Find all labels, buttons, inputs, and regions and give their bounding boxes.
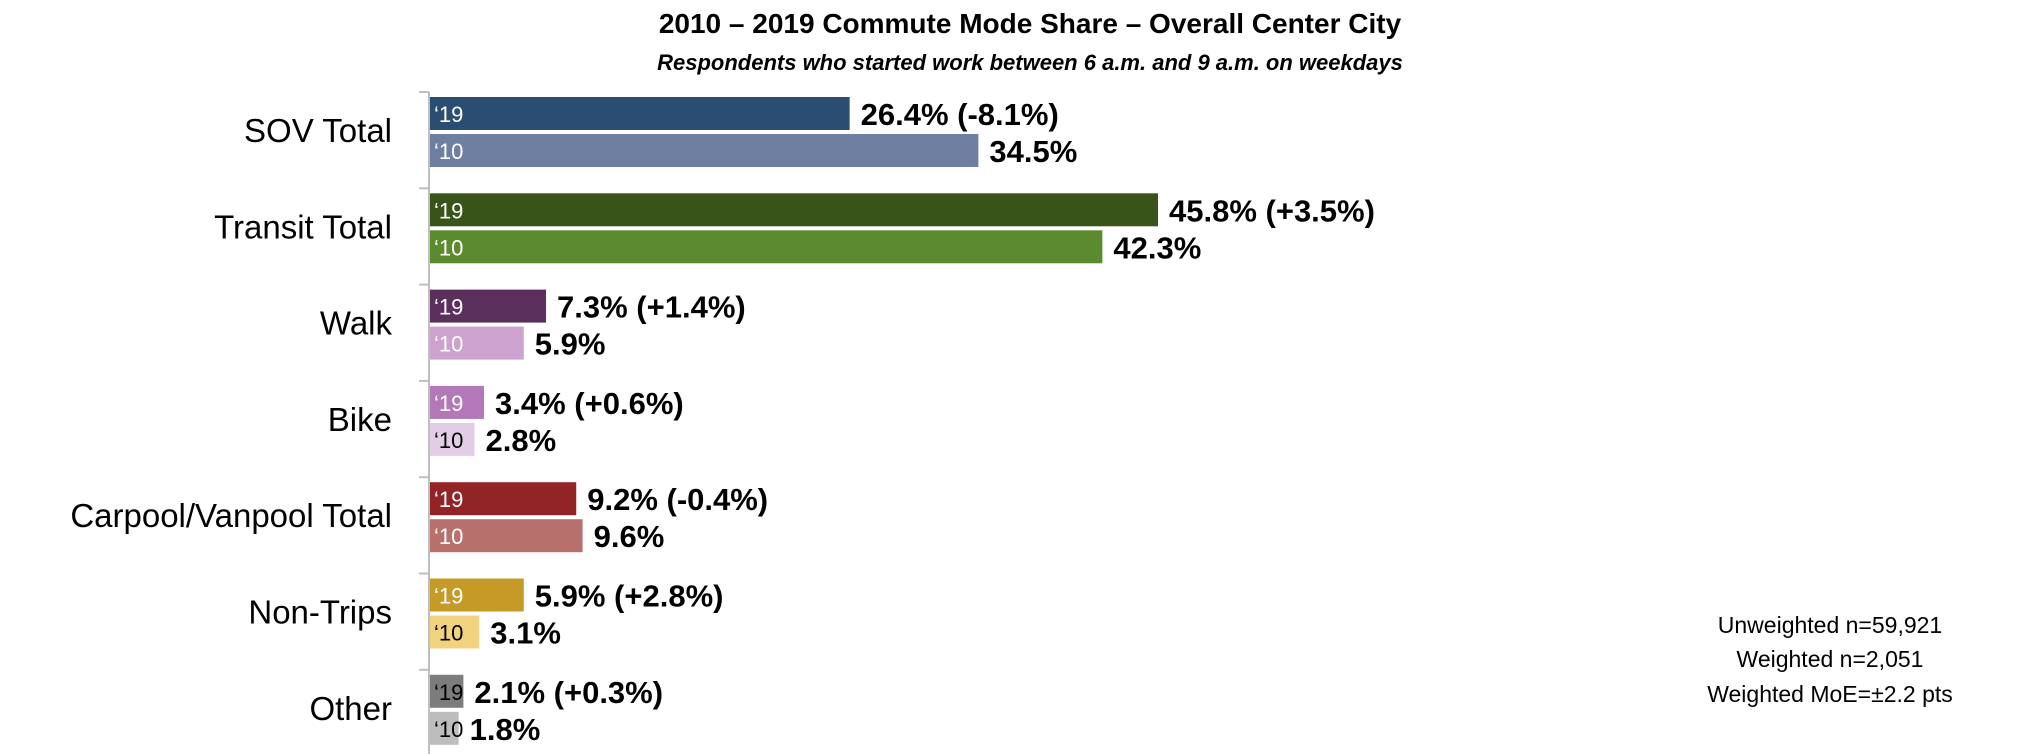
value-label-walk-2019: 7.3% (+1.4%) [557, 290, 746, 325]
bar-bike-2019 [430, 385, 485, 419]
category-label-non-trips: Non-Trips [248, 594, 392, 631]
bar-year-tag-2010: ‘10 [434, 428, 463, 453]
value-label-sov-total-2019: 26.4% (-8.1%) [861, 97, 1059, 132]
category-label-sov-total: SOV Total [244, 112, 392, 149]
value-label-other-2019: 2.1% (+0.3%) [474, 675, 663, 710]
value-label-transit-total-2019: 45.8% (+3.5%) [1169, 193, 1375, 228]
value-label-bike-2010: 2.8% [486, 423, 557, 458]
bar-carpool-vanpool-total-2019 [430, 482, 577, 516]
value-label-bike-2019: 3.4% (+0.6%) [495, 386, 684, 421]
bar-walk-2010 [430, 326, 524, 360]
category-group-other: Other ‘19 2.1% (+0.3%) ‘10 1.8% [309, 674, 663, 747]
value-label-carpool-vanpool-total-2010: 9.6% [594, 519, 665, 554]
bar-sov-total-2010 [430, 134, 979, 167]
category-group-carpool-vanpool-total: Carpool/Vanpool Total ‘19 9.2% (-0.4%) ‘10 9… [70, 482, 768, 554]
bar-transit-total-2010 [430, 230, 1103, 264]
note-weighted-n: Weighted n=2,051 [1737, 646, 1924, 672]
value-label-non-trips-2010: 3.1% [490, 616, 561, 651]
bar-walk-2019 [430, 289, 547, 323]
value-label-walk-2010: 5.9% [535, 327, 606, 362]
value-label-transit-total-2010: 42.3% [1113, 230, 1201, 265]
value-label-other-2010: 1.8% [470, 712, 541, 747]
bar-carpool-vanpool-total-2010 [430, 519, 583, 553]
bar-sov-total-2019 [430, 97, 850, 130]
category-group-walk: Walk ‘19 7.3% (+1.4%) ‘10 5.9% [320, 289, 746, 362]
category-label-transit-total: Transit Total [214, 208, 392, 245]
bar-other-2019 [430, 674, 464, 708]
sample-notes: Unweighted n=59,921 Weighted n=2,051 Wei… [1707, 612, 1953, 707]
chart-subtitle: Respondents who started work between 6 a… [657, 50, 1403, 75]
category-group-sov-total: SOV Total ‘19 26.4% (-8.1%) ‘10 34.5% [244, 97, 1077, 169]
chart-title: 2010 – 2019 Commute Mode Share – Overall… [659, 8, 1402, 39]
bar-transit-total-2019 [430, 193, 1158, 227]
note-weighted-moe: Weighted MoE=±2.2 pts [1707, 681, 1953, 707]
bar-year-tag-2019: ‘19 [434, 680, 463, 705]
bar-year-tag-2010: ‘10 [434, 235, 463, 260]
category-group-transit-total: Transit Total ‘19 45.8% (+3.5%) ‘10 42.3% [214, 193, 1375, 265]
bar-non-trips-2019 [430, 578, 524, 612]
bar-year-tag-2010: ‘10 [434, 621, 463, 646]
value-label-sov-total-2010: 34.5% [989, 134, 1077, 169]
bar-year-tag-2019: ‘19 [434, 487, 463, 512]
bar-year-tag-2010: ‘10 [434, 524, 463, 549]
bar-year-tag-2010: ‘10 [434, 717, 463, 742]
category-label-bike: Bike [328, 401, 392, 438]
note-unweighted-n: Unweighted n=59,921 [1718, 612, 1942, 638]
category-group-bike: Bike ‘19 3.4% (+0.6%) ‘10 2.8% [328, 385, 684, 458]
bars-layer: SOV Total ‘19 26.4% (-8.1%) ‘10 34.5% Transit… [70, 91, 1375, 747]
bar-non-trips-2010 [430, 615, 480, 649]
bar-year-tag-2019: ‘19 [434, 102, 463, 127]
bar-year-tag-2019: ‘19 [434, 584, 463, 609]
bar-year-tag-2010: ‘10 [434, 139, 463, 164]
bar-other-2010 [430, 711, 459, 745]
bar-year-tag-2019: ‘19 [434, 391, 463, 416]
bar-year-tag-2010: ‘10 [434, 332, 463, 357]
category-label-walk: Walk [320, 305, 393, 342]
category-label-carpool-vanpool-total: Carpool/Vanpool Total [70, 497, 392, 534]
bar-year-tag-2019: ‘19 [434, 198, 463, 223]
bar-bike-2010 [430, 422, 475, 456]
bar-year-tag-2019: ‘19 [434, 295, 463, 320]
category-group-non-trips: Non-Trips ‘19 5.9% (+2.8%) ‘10 3.1% [248, 578, 724, 651]
category-label-other: Other [309, 690, 392, 727]
value-label-carpool-vanpool-total-2019: 9.2% (-0.4%) [587, 482, 768, 517]
value-label-non-trips-2019: 5.9% (+2.8%) [535, 579, 724, 614]
